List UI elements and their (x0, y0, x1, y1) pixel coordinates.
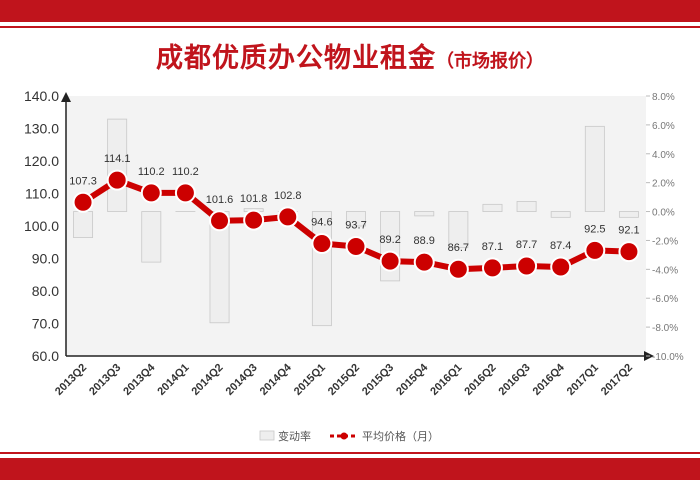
avg-price-point (140, 182, 162, 204)
avg-price-point (106, 169, 128, 191)
change-rate-bar (482, 203, 503, 212)
avg-price-data-label: 110.2 (172, 166, 199, 178)
legend-bar-swatch (259, 430, 275, 441)
y-right-tick-label: 4.0% (652, 150, 675, 161)
y-right-tick-label: -4.0% (652, 265, 678, 276)
change-rate-bar (414, 211, 435, 217)
x-tick-label: 2014Q2 (189, 362, 225, 398)
y-left-tick-label: 100.0 (24, 218, 59, 234)
avg-price-data-label: 87.4 (550, 240, 571, 252)
avg-price-data-label: 102.8 (274, 190, 302, 202)
y-left-tick-label: 90.0 (32, 251, 59, 267)
avg-price-data-label: 88.9 (414, 235, 435, 247)
y-left-tick-label: 60.0 (32, 348, 59, 364)
y-right-tick-label: 6.0% (652, 121, 675, 132)
change-rate-bar (107, 118, 128, 212)
bottom-red-band (0, 458, 700, 480)
avg-price-data-label: 87.7 (516, 239, 537, 251)
avg-price-point (481, 257, 503, 279)
avg-price-point (277, 206, 299, 228)
avg-price-data-label: 93.7 (345, 219, 366, 231)
x-tick-label: 2015Q1 (292, 362, 328, 398)
y-right-tick-label: -8.0% (652, 323, 678, 334)
avg-price-data-label: 110.2 (138, 166, 165, 178)
avg-price-point (174, 182, 196, 204)
legend-line-marker (340, 432, 348, 440)
y-right-tick-label: 2.0% (652, 179, 675, 190)
x-tick-label: 2015Q2 (326, 362, 362, 398)
y-left-tick-label: 130.0 (24, 121, 59, 137)
x-tick-label: 2016Q3 (497, 362, 533, 398)
avg-price-point (209, 210, 231, 232)
avg-price-point (413, 251, 435, 273)
y-left-tick-label: 110.0 (25, 186, 59, 202)
avg-price-data-label: 107.3 (69, 175, 97, 187)
change-rate-bar (584, 125, 605, 212)
y-right-tick-label: -6.0% (652, 294, 678, 305)
avg-price-point (550, 256, 572, 278)
chart-title-main: 成都优质办公物业租金 (156, 43, 436, 74)
change-rate-bar (73, 211, 94, 238)
x-tick-label: 2017Q2 (599, 362, 635, 398)
legend-bar-label: 变动率 (278, 429, 311, 443)
avg-price-data-label: 86.7 (448, 242, 469, 254)
top-red-band (0, 0, 700, 22)
avg-price-point (72, 191, 94, 213)
avg-price-data-label: 94.6 (311, 217, 332, 229)
avg-price-point (379, 250, 401, 272)
y-right-tick-label: 8.0% (652, 92, 675, 103)
avg-price-data-label: 114.1 (104, 153, 131, 165)
avg-price-point (345, 235, 367, 257)
avg-price-point (516, 255, 538, 277)
y-left-tick-label: 120.0 (24, 153, 59, 169)
x-tick-label: 2013Q3 (87, 362, 123, 398)
y-left-tick-label: 80.0 (32, 283, 59, 299)
x-tick-label: 2013Q4 (121, 361, 158, 398)
change-rate-bar (516, 201, 537, 212)
x-tick-label: 2013Q2 (53, 362, 89, 398)
change-rate-bar (448, 211, 469, 249)
avg-price-point (584, 239, 606, 261)
x-tick-label: 2016Q2 (462, 362, 498, 398)
y-right-tick-label: -2.0% (652, 236, 678, 247)
x-tick-label: 2015Q4 (394, 361, 431, 398)
x-tick-label: 2015Q3 (360, 362, 396, 398)
avg-price-data-label: 92.5 (584, 223, 605, 235)
avg-price-data-label: 101.6 (206, 194, 234, 206)
y-axis-arrow (61, 92, 71, 102)
avg-price-point (618, 241, 640, 263)
change-rate-bar (550, 211, 571, 218)
top-red-line (0, 26, 700, 28)
x-tick-label: 2017Q1 (565, 362, 601, 398)
x-tick-label: 2016Q1 (428, 362, 464, 398)
legend-line-label: 平均价格（月） (362, 429, 439, 443)
x-tick-label: 2016Q4 (531, 361, 568, 398)
y-left-tick-label: 140.0 (24, 88, 59, 104)
avg-price-point (447, 258, 469, 280)
bottom-red-line (0, 452, 700, 454)
y-left-tick-label: 70.0 (32, 316, 59, 332)
avg-price-point (243, 209, 265, 231)
avg-price-data-label: 92.1 (618, 225, 639, 237)
avg-price-data-label: 87.1 (482, 241, 503, 253)
x-tick-label: 2014Q3 (224, 362, 260, 398)
avg-price-data-label: 101.8 (240, 193, 268, 205)
avg-price-point (311, 233, 333, 255)
chart-title: 成都优质办公物业租金（市场报价） (0, 36, 700, 75)
change-rate-bar (346, 211, 366, 227)
change-rate-bar (311, 211, 332, 327)
change-rate-bar (141, 211, 162, 263)
avg-price-data-label: 89.2 (379, 234, 400, 246)
x-tick-label: 2014Q4 (258, 361, 295, 398)
change-rate-bar (618, 211, 639, 218)
y-right-tick-label: -10.0% (652, 352, 684, 363)
x-tick-label: 2014Q1 (155, 362, 191, 398)
chart-title-sub: （市场报价） (436, 51, 544, 72)
y-right-tick-label: 0.0% (652, 208, 675, 219)
